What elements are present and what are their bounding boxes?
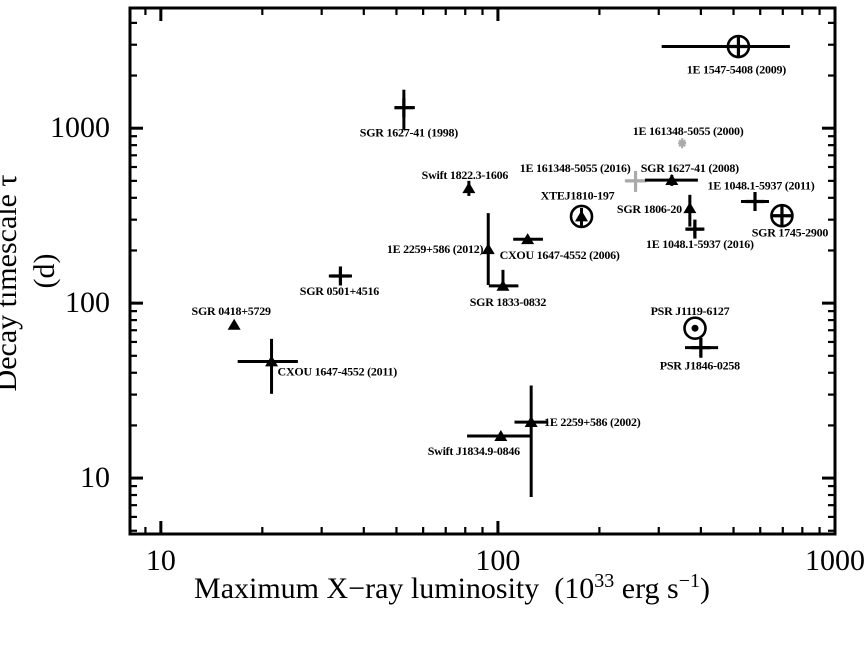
y-tick-label: 10 [80,461,110,494]
data-point-sgr-1627-41-1998: SGR 1627-41 (1998) [360,89,458,140]
point-label: SGR 1833-0832 [470,295,547,309]
point-label: Swift 1822.3-1606 [422,168,509,182]
triangle-marker [665,174,679,186]
asterisk-marker [678,139,686,147]
point-label: 1E 2259+586 (2012) [387,242,484,256]
triangle-marker [683,202,697,214]
highlight-circle [726,34,751,59]
triangle-marker [481,243,495,255]
data-point-sgr-0418-5729: SGR 0418+5729 [192,304,272,330]
point-label: CXOU 1647-4552 (2011) [278,364,398,378]
x-tick-label: 100 [475,544,520,577]
point-label: SGR 1806-20 [617,202,682,216]
data-point-swift-j1834-9-0846: Swift J1834.9-0846 [428,429,531,458]
data-point-1e-161348-5055-2016: 1E 161348-5055 (2016) [520,161,647,192]
data-point-psr-j1846-0258: PSR J1846-0258 [660,337,740,373]
x-tick-label: 10 [146,544,176,577]
data-point-1e-1547-5408-2009: 1E 1547-5408 (2009) [661,34,790,77]
y-axis-title: Decay timescale τ [0,175,23,392]
point-label: SGR 0501+4516 [300,284,380,298]
point-label: 1E 1048.1-5937 (2016) [646,237,754,251]
point-label: 1E 2259+586 (2002) [544,415,641,429]
triangle-marker [227,318,241,330]
triangle-marker [462,182,476,194]
data-point-1e-2259-586-2002: 1E 2259+586 (2002) [514,385,641,497]
dot-marker [691,324,699,332]
triangle-marker [521,233,535,245]
x-axis-title: Maximum X−ray luminosity (1033 erg s−1) [194,570,710,605]
y-tick-label: 1000 [50,111,110,144]
point-label: SGR 0418+5729 [192,304,272,318]
data-point-sgr-0501-4516: SGR 0501+4516 [300,266,380,298]
highlight-circle [683,316,707,341]
y-tick-label: 100 [65,286,110,319]
point-label: 1E 161348-5055 (2016) [520,161,631,175]
triangle-marker [265,355,279,367]
y-axis-unit: (d) [28,254,61,289]
highlight-circle [569,204,594,229]
data-point-psr-j1119-6127: PSR J1119-6127 [651,304,730,341]
point-label: XTEJ1810-197 [541,188,615,202]
data-point-xtej1810-197: XTEJ1810-197 [541,188,615,229]
data-point-1e-2259-586-2012: 1E 2259+586 (2012) [387,213,495,285]
point-label: 1E 161348-5055 (2000) [633,124,744,138]
triangle-marker [494,429,508,441]
point-label: PSR J1846-0258 [660,359,740,373]
highlight-circle [770,203,794,228]
point-label: Swift J1834.9-0846 [428,444,520,458]
point-label: SGR 1627-41 (1998) [360,126,458,140]
data-point-sgr-1806-20: SGR 1806-20 [617,194,697,227]
data-point-sgr-1627-41-2008: SGR 1627-41 (2008) [641,161,739,186]
point-label: SGR 1627-41 (2008) [641,161,739,175]
x-tick-label: 1000 [805,544,864,577]
data-point-1e-161348-5055-2000: 1E 161348-5055 (2000) [633,124,744,149]
triangle-marker [496,279,510,291]
triangle-marker [575,210,589,222]
data-point-cxou-1647-4552-2011: CXOU 1647-4552 (2011) [237,338,398,394]
data-point-sgr-1833-0832: SGR 1833-0832 [470,269,547,309]
point-label: PSR J1119-6127 [651,304,730,318]
axis-ticks [130,8,835,534]
data-point-cxou-1647-4552-2006: CXOU 1647-4552 (2006) [500,233,620,262]
data-point-1e-1048-1-5937-2016: 1E 1048.1-5937 (2016) [646,219,754,251]
data-point-1e-1048-1-5937-2011: 1E 1048.1-5937 (2011) [707,179,815,212]
point-label: SGR 1745-2900 [752,226,829,240]
point-label: 1E 1048.1-5937 (2011) [707,179,814,193]
data-point-swift-1822-3-1606: Swift 1822.3-1606 [422,168,509,196]
data-point-sgr-1745-2900: SGR 1745-2900 [752,203,829,240]
point-label: CXOU 1647-4552 (2006) [500,248,620,262]
point-label: 1E 1547-5408 (2009) [687,63,786,77]
triangle-marker [524,416,538,428]
